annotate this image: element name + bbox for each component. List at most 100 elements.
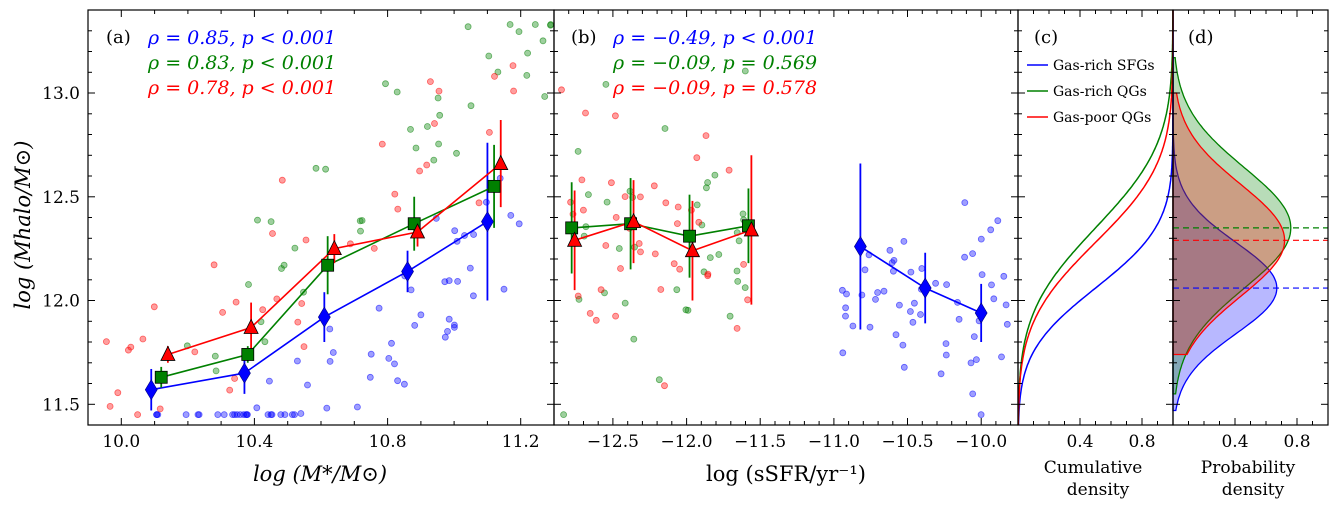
scatter-point-a-1 xyxy=(467,102,475,110)
scatter-point-b-2 xyxy=(693,154,701,162)
panel-a-label: (a) xyxy=(106,27,131,48)
scatter-point-a-2 xyxy=(509,62,517,69)
scatter-point-a-1 xyxy=(211,352,219,360)
marker-panel_a-0 xyxy=(238,362,251,384)
marker-panel_a-2 xyxy=(409,223,426,239)
scatter-point-a-1 xyxy=(357,227,364,235)
scatter-point-a-0 xyxy=(326,325,334,333)
series-line-panel_a-0 xyxy=(151,220,488,391)
scatter-point-a-0 xyxy=(394,377,402,385)
density-area-1 xyxy=(1172,57,1292,395)
x-tick-label-b: −11.0 xyxy=(808,432,860,452)
scatter-point-a-0 xyxy=(304,381,311,389)
stat-a-qg: ρ = 0.83, p < 0.001 xyxy=(147,52,336,74)
scatter-point-b-0 xyxy=(900,363,908,371)
scatter-point-a-1 xyxy=(506,21,514,28)
scatter-point-a-0 xyxy=(326,357,334,365)
scatter-point-a-0 xyxy=(507,211,515,219)
scatter-point-b-0 xyxy=(987,226,995,234)
scatter-point-a-0 xyxy=(470,231,478,238)
scatter-point-b-2 xyxy=(602,242,610,249)
scatter-point-b-0 xyxy=(849,322,857,330)
scatter-point-a-0 xyxy=(450,323,458,331)
scatter-point-b-1 xyxy=(560,411,567,419)
scatter-point-a-1 xyxy=(434,94,442,102)
scatter-point-a-1 xyxy=(485,52,493,60)
scatter-point-a-1 xyxy=(541,93,549,100)
scatter-point-b-1 xyxy=(655,376,663,384)
scatter-point-b-1 xyxy=(603,198,611,206)
scatter-point-b-0 xyxy=(978,271,986,279)
stat-a-sfg: ρ = 0.85, p < 0.001 xyxy=(147,27,336,49)
scatter-point-a-1 xyxy=(312,164,320,172)
scatter-point-a-0 xyxy=(291,411,298,419)
legend: Gas-rich SFGs Gas-rich QGs Gas-poor QGs xyxy=(1027,58,1155,126)
x-axis-title-d-line2: density xyxy=(1222,480,1285,500)
scatter-point-a-2 xyxy=(232,298,240,306)
stat-b-qg: ρ = −0.09, p = 0.569 xyxy=(612,52,817,74)
scatter-point-a-2 xyxy=(394,205,402,213)
y-tick-label: 11.5 xyxy=(42,395,80,415)
scatter-point-a-2 xyxy=(259,306,267,314)
scatter-point-b-2 xyxy=(612,312,619,320)
scatter-point-b-0 xyxy=(843,290,850,298)
x-axis-title-c-line1: Cumulative xyxy=(1044,458,1143,478)
scatter-point-a-0 xyxy=(182,411,190,419)
x-tick-label-a: 10.4 xyxy=(235,432,273,452)
scatter-point-a-0 xyxy=(482,198,490,206)
scatter-point-b-0 xyxy=(977,235,985,243)
scatter-point-b-2 xyxy=(597,286,605,294)
scatter-point-a-0 xyxy=(153,411,161,419)
scatter-point-b-2 xyxy=(578,176,586,184)
stat-b-gpqg: ρ = −0.09, p = 0.578 xyxy=(612,77,817,99)
scatter-point-a-0 xyxy=(265,377,273,385)
scatter-point-a-0 xyxy=(454,277,462,285)
scatter-point-b-2 xyxy=(612,213,620,221)
scatter-point-a-1 xyxy=(278,265,285,272)
y-tick-label: 13.0 xyxy=(42,84,80,104)
scatter-point-b-1 xyxy=(741,284,749,292)
scatter-point-a-0 xyxy=(253,404,261,412)
scatter-point-b-0 xyxy=(955,315,963,323)
marker-panel_a-1 xyxy=(154,370,168,384)
scatter-point-a-1 xyxy=(382,80,389,88)
legend-label-sfg: Gas-rich SFGs xyxy=(1053,58,1155,74)
series-markers-layer xyxy=(144,154,988,401)
marker-panel_a-0 xyxy=(144,379,158,401)
x-tick-label-d: 0.4 xyxy=(1221,432,1248,452)
scatter-point-a-1 xyxy=(358,217,366,224)
scatter-point-a-0 xyxy=(268,411,276,419)
density-area-2 xyxy=(1172,92,1286,356)
scatter-point-b-2 xyxy=(621,193,629,201)
x-tick-label-c: 0.8 xyxy=(1128,432,1155,452)
scatter-point-b-1 xyxy=(621,299,629,307)
scatter-point-a-0 xyxy=(293,357,301,365)
scatter-point-a-0 xyxy=(375,304,383,312)
scatter-point-a-0 xyxy=(214,411,222,419)
scatter-point-b-0 xyxy=(896,301,903,309)
scatter-point-b-2 xyxy=(725,166,733,174)
cumulative-curve-2 xyxy=(1017,10,1174,425)
scatter-point-a-0 xyxy=(411,321,419,329)
scatter-point-a-2 xyxy=(269,230,276,237)
marker-panel_b-0 xyxy=(918,277,932,299)
scatter-point-b-2 xyxy=(617,265,624,272)
cumulative-curve-1 xyxy=(1017,10,1174,426)
scatter-point-b-1 xyxy=(615,245,623,252)
scatter-point-a-1 xyxy=(531,21,539,28)
x-tick-label-b: −12.5 xyxy=(587,432,639,452)
scatter-point-a-1 xyxy=(254,216,261,224)
scatter-point-a-2 xyxy=(435,87,443,95)
scatter-point-a-1 xyxy=(539,37,547,45)
scatter-point-b-2 xyxy=(651,250,659,258)
scatter-point-a-0 xyxy=(400,380,408,388)
scatter-point-a-0 xyxy=(220,411,228,419)
scatter-point-a-1 xyxy=(267,218,275,226)
scatter-point-a-1 xyxy=(430,156,438,164)
scatter-point-b-1 xyxy=(735,237,743,245)
scatter-point-b-0 xyxy=(969,250,976,258)
scatter-point-b-0 xyxy=(942,351,950,359)
scatter-point-a-1 xyxy=(464,23,472,31)
scatter-point-b-1 xyxy=(585,191,592,199)
